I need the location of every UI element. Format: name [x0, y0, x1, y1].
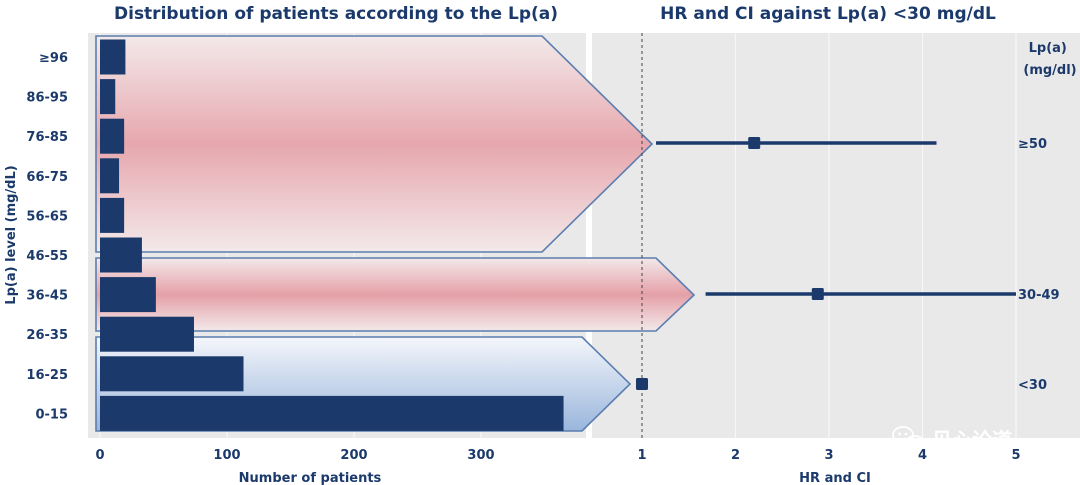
left-x-tick-labels: 0 100 200 300 [95, 448, 494, 463]
bar-7 [100, 316, 194, 352]
bar-1 [100, 79, 116, 115]
right-x-tick-label: 5 [1011, 448, 1020, 463]
bar-5 [100, 237, 142, 273]
group-label: 30-49 [1018, 288, 1060, 303]
bar-4 [100, 197, 125, 233]
bar-9 [100, 395, 564, 431]
group-label: ≥50 [1018, 137, 1047, 152]
watermark: 见心论道 [892, 426, 1012, 452]
y-tick-label: 66-75 [26, 170, 68, 185]
hr-marker-2 [636, 378, 648, 390]
band-arrow-30-49 [95, 257, 696, 332]
right-chart-title: HR and CI against Lp(a) <30 mg/dL [660, 4, 996, 24]
left-x-tick-label: 100 [213, 448, 240, 463]
wechat-icon [892, 426, 925, 451]
left-x-axis-label: Number of patients [239, 471, 382, 485]
left-chart-title: Distribution of patients according to th… [114, 4, 558, 24]
y-tick-label: 16-25 [26, 368, 68, 383]
y-tick-label: 26-35 [26, 328, 68, 343]
y-tick-label: 76-85 [26, 130, 68, 145]
right-x-tick-label: 1 [637, 448, 646, 463]
watermark-text: 见心论道 [932, 428, 1012, 452]
forest-plot [636, 137, 1016, 390]
bar-0 [100, 39, 126, 75]
group-labels: ≥50 30-49 <30 [1018, 137, 1060, 393]
y-tick-label: 46-55 [26, 249, 68, 264]
y-tick-label: ≥96 [39, 51, 68, 66]
y-tick-labels: ≥96 86-95 76-85 66-75 56-65 46-55 36-45 26-35 16… [26, 51, 68, 422]
legend-title-line-1: Lp(a) [1029, 41, 1067, 56]
y-tick-label: 86-95 [26, 91, 68, 106]
y-tick-label: 0-15 [35, 407, 68, 422]
bar-2 [100, 118, 125, 154]
bar-6 [100, 277, 156, 313]
hr-marker-1 [811, 288, 824, 300]
right-panel-background [592, 33, 1080, 438]
right-x-tick-label: 4 [918, 448, 927, 463]
bar-series [100, 39, 564, 431]
legend-title: Lp(a) (mg/dl) [1023, 41, 1076, 78]
group-label: <30 [1018, 378, 1047, 393]
left-x-tick-label: 200 [340, 448, 367, 463]
legend-title-line-2: (mg/dl) [1023, 63, 1076, 78]
y-tick-label: 56-65 [26, 209, 68, 224]
right-gridlines [734, 33, 1017, 438]
y-axis-label: Lp(a) level (mg/dL) [4, 165, 19, 304]
left-x-tick-label: 0 [95, 448, 104, 463]
bar-8 [100, 356, 244, 392]
hr-marker-0 [748, 137, 761, 149]
right-x-tick-label: 2 [731, 448, 740, 463]
band-arrow-50-plus [95, 35, 654, 253]
right-x-tick-label: 3 [824, 448, 833, 463]
left-x-tick-label: 300 [467, 448, 494, 463]
right-x-axis-label: HR and CI [799, 471, 871, 485]
bar-3 [100, 158, 120, 194]
y-tick-label: 36-45 [26, 289, 68, 304]
right-x-tick-labels: 1 2 3 4 5 [637, 448, 1020, 463]
